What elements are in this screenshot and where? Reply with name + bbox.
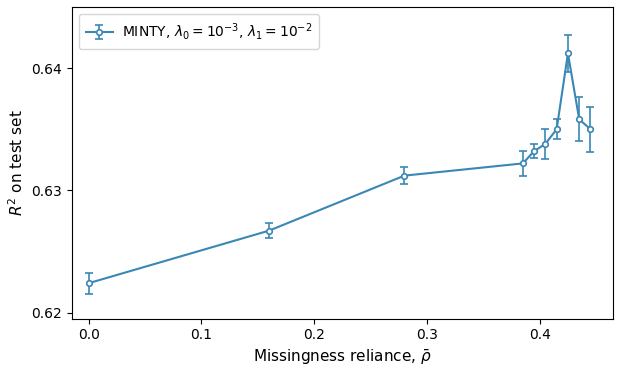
X-axis label: Missingness reliance, $\bar{\rho}$: Missingness reliance, $\bar{\rho}$ xyxy=(253,348,432,367)
Y-axis label: $R^2$ on test set: $R^2$ on test set xyxy=(7,110,25,216)
Legend: MINTY, $\lambda_0 = 10^{-3}$, $\lambda_1 = 10^{-2}$: MINTY, $\lambda_0 = 10^{-3}$, $\lambda_1… xyxy=(79,14,319,49)
